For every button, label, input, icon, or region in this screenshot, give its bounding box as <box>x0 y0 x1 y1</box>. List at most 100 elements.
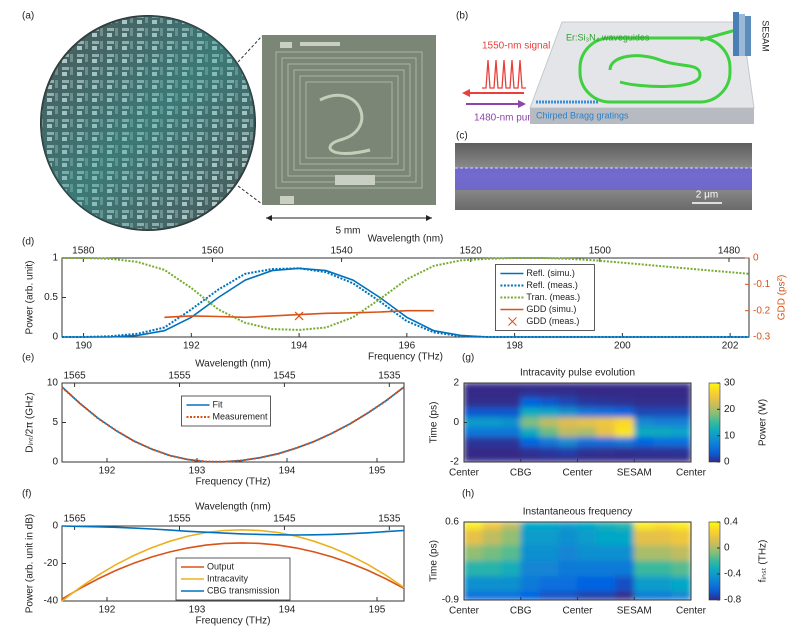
heat-cell <box>520 417 541 428</box>
waveguide-highlight <box>455 168 752 190</box>
legend-label: Refl. (meas.) <box>526 280 578 290</box>
colorbar-tick-label: 10 <box>724 430 736 441</box>
waveguide-label: Er:Si₃N₄ waveguides <box>566 32 650 42</box>
heat-cell <box>614 437 635 448</box>
x-tick-label: Center <box>676 468 707 479</box>
heat-cell <box>652 427 673 438</box>
heat-cell <box>464 427 484 438</box>
x-tick-label: SESAM <box>617 468 652 479</box>
heat-cell <box>633 387 654 399</box>
heat-cell <box>501 545 522 562</box>
heat-cell <box>577 446 597 458</box>
heat-cell <box>501 591 522 600</box>
x-tick-label: 195 <box>369 605 386 616</box>
y-tick-label: 0 <box>453 417 459 428</box>
heat-cell <box>652 417 673 428</box>
heat-cell <box>520 437 541 448</box>
heat-cell <box>501 417 522 428</box>
heat-cell <box>501 387 522 399</box>
arrow-head <box>462 89 470 97</box>
heat-cell <box>671 383 691 389</box>
x-tick-label: 200 <box>614 341 631 352</box>
grating-label: Chirped Bragg gratings <box>536 110 629 120</box>
y2-tick-label: -0.1 <box>753 279 771 290</box>
signal-label: 1550-nm signal <box>482 41 550 52</box>
x-tick-label: SESAM <box>617 606 652 617</box>
heat-cell <box>633 427 654 438</box>
heat-cell <box>596 383 616 389</box>
x2-tick-label: 1535 <box>378 514 401 525</box>
y-axis-label: Power (arb. unit in dB) <box>25 514 36 614</box>
x2-tick-label: 1520 <box>460 246 483 257</box>
heat-cell <box>633 576 654 593</box>
x-tick-label: 198 <box>506 341 523 352</box>
heat-cell <box>577 387 597 399</box>
heat-cell <box>633 407 654 418</box>
colorbar-tick-label: 30 <box>724 378 736 389</box>
heat-cell <box>652 456 673 462</box>
y-tick-label: 0.5 <box>44 292 58 303</box>
colorbar <box>708 521 721 601</box>
heat-cell <box>596 387 616 399</box>
heat-cell <box>558 456 578 462</box>
x-axis-label: Frequency (THz) <box>195 616 270 627</box>
x-tick-label: Center <box>676 606 707 617</box>
legend-label: CBG transmission <box>207 585 280 595</box>
heatmap-clip <box>464 383 691 462</box>
heat-cell <box>482 427 503 438</box>
heat-cell <box>482 383 503 389</box>
heat-cell <box>464 437 484 448</box>
heatmap-clip <box>464 522 691 600</box>
x-tick-label: 192 <box>183 341 200 352</box>
heat-cell <box>652 446 673 458</box>
heat-cell <box>671 529 691 546</box>
plot-frame <box>61 257 750 338</box>
heat-cell <box>596 560 616 577</box>
x-tick-label: 190 <box>75 341 92 352</box>
heat-cell <box>558 437 578 448</box>
y-tick-label: 5 <box>52 417 58 428</box>
y2-tick-label: 0 <box>753 253 759 264</box>
legend-box <box>181 395 271 427</box>
heat-cell <box>558 522 578 531</box>
heat-cell <box>614 383 635 389</box>
y-tick-label: 1 <box>52 253 58 264</box>
heat-cell <box>464 407 484 418</box>
legend-label: Fit <box>213 399 223 409</box>
heat-cell <box>671 522 691 531</box>
heat-cell <box>501 446 522 458</box>
heat-cell <box>596 545 616 562</box>
heat-cell <box>464 397 484 408</box>
heat-cell <box>558 397 578 408</box>
heat-cell <box>482 576 503 593</box>
heat-cell <box>633 529 654 546</box>
heat-cell <box>671 456 691 462</box>
x-tick-label: 194 <box>291 341 308 352</box>
colorbar-tick-label: 0 <box>724 457 730 468</box>
panel-label: (e) <box>22 353 34 364</box>
heat-cell <box>577 383 597 389</box>
heat-cell <box>520 456 541 462</box>
panel-label: (d) <box>22 237 34 248</box>
heat-cell <box>539 407 559 418</box>
y-tick-label: -20 <box>44 558 59 569</box>
y2-tick-label: -0.3 <box>753 332 771 343</box>
heat-cell <box>558 383 578 389</box>
colorbar-label: fᵢₙₛₜ (THz) <box>758 540 769 583</box>
heat-cell <box>596 427 616 438</box>
y-axis-label: Time (ps) <box>429 402 440 444</box>
y-axis-label: Power (arb. unit) <box>25 261 36 335</box>
heat-cell <box>520 576 541 593</box>
x-tick-label: 196 <box>399 341 416 352</box>
heat-cell <box>501 522 522 531</box>
heat-cell <box>539 387 559 399</box>
legend-label: GDD (meas.) <box>526 316 579 326</box>
x2-tick-label: 1545 <box>273 514 296 525</box>
heat-cell <box>501 383 522 389</box>
heat-cell <box>482 397 503 408</box>
x-tick-label: CBG <box>510 606 532 617</box>
heat-cell <box>671 387 691 399</box>
heat-cell <box>614 545 635 562</box>
